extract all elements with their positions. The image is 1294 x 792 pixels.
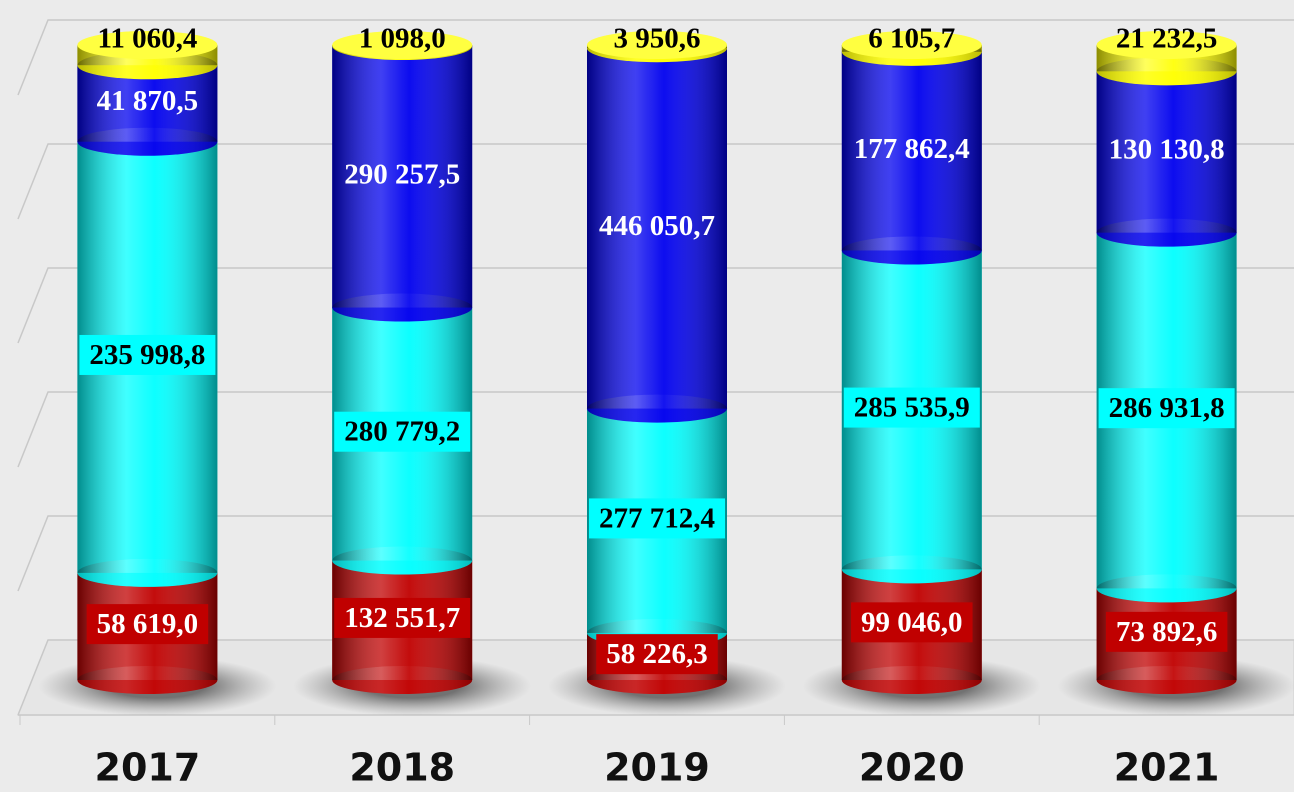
shading-base xyxy=(77,666,218,694)
value-label: 58 619,0 xyxy=(97,608,199,640)
value-label: 73 892,6 xyxy=(1116,616,1218,648)
shading-base xyxy=(332,293,473,322)
value-label: 132 551,7 xyxy=(344,602,460,634)
grid-line xyxy=(17,19,1294,96)
shading-base xyxy=(1096,574,1237,603)
shading-base xyxy=(841,555,982,584)
value-label-box xyxy=(589,498,725,539)
cylinder-top-shine xyxy=(841,31,982,59)
cylinder-top xyxy=(841,31,982,59)
shading-base xyxy=(1096,666,1237,694)
value-label: 290 257,5 xyxy=(344,158,460,190)
value-label-box xyxy=(334,597,471,638)
value-label: 446 050,7 xyxy=(599,210,715,242)
value-label-box xyxy=(843,387,980,428)
value-label: 11 060,4 xyxy=(97,23,197,55)
value-label: 99 046,0 xyxy=(861,606,963,638)
cylinder-top-shine xyxy=(587,31,727,59)
cylinder-top-shine xyxy=(332,31,473,59)
value-label-box xyxy=(334,411,471,452)
value-label: 280 779,2 xyxy=(344,416,460,448)
value-label: 235 998,8 xyxy=(89,339,205,371)
x-tick-label: 2021 xyxy=(1114,746,1220,790)
shading-base xyxy=(841,236,982,265)
shading-base xyxy=(332,546,473,575)
value-label: 6 105,7 xyxy=(868,23,955,55)
value-label: 21 232,5 xyxy=(1116,23,1218,55)
value-label: 285 535,9 xyxy=(854,392,970,424)
value-label-box xyxy=(86,604,209,645)
shading xyxy=(587,48,727,409)
value-label-box xyxy=(851,602,973,643)
shading-base xyxy=(587,394,727,423)
shading-base xyxy=(77,558,218,587)
value-label: 3 950,6 xyxy=(614,23,701,55)
value-label: 58 226,3 xyxy=(606,638,708,670)
shading xyxy=(332,45,473,308)
shading-base xyxy=(1096,218,1237,247)
cylinder-top-shine xyxy=(77,31,218,59)
shading-base xyxy=(332,666,473,694)
shading xyxy=(1096,71,1237,233)
x-tick-label: 2019 xyxy=(604,746,710,790)
shading xyxy=(841,51,982,251)
cylinder-top xyxy=(77,31,218,59)
shading-base xyxy=(1096,57,1237,86)
cylinder-top-shine xyxy=(1096,31,1237,59)
cylinder-top xyxy=(1096,31,1237,59)
shading-base xyxy=(841,666,982,694)
x-tick-label: 2020 xyxy=(859,746,965,790)
value-label-box xyxy=(79,334,216,375)
value-label-box xyxy=(596,634,718,675)
x-tick-label: 2017 xyxy=(95,746,201,790)
value-label-box xyxy=(1105,611,1228,652)
shading-base xyxy=(77,51,218,80)
cylinder-top xyxy=(332,31,473,59)
value-label: 41 870,5 xyxy=(97,85,199,117)
value-label-box xyxy=(1098,388,1235,429)
value-label: 177 862,4 xyxy=(854,133,970,165)
value-label: 286 931,8 xyxy=(1109,392,1225,424)
value-label: 1 098,0 xyxy=(359,23,446,55)
cylinder-top xyxy=(587,31,727,59)
shading-base xyxy=(77,127,218,156)
value-label: 130 130,8 xyxy=(1109,134,1225,166)
x-tick-label: 2018 xyxy=(349,746,455,790)
value-label: 277 712,4 xyxy=(599,502,715,534)
